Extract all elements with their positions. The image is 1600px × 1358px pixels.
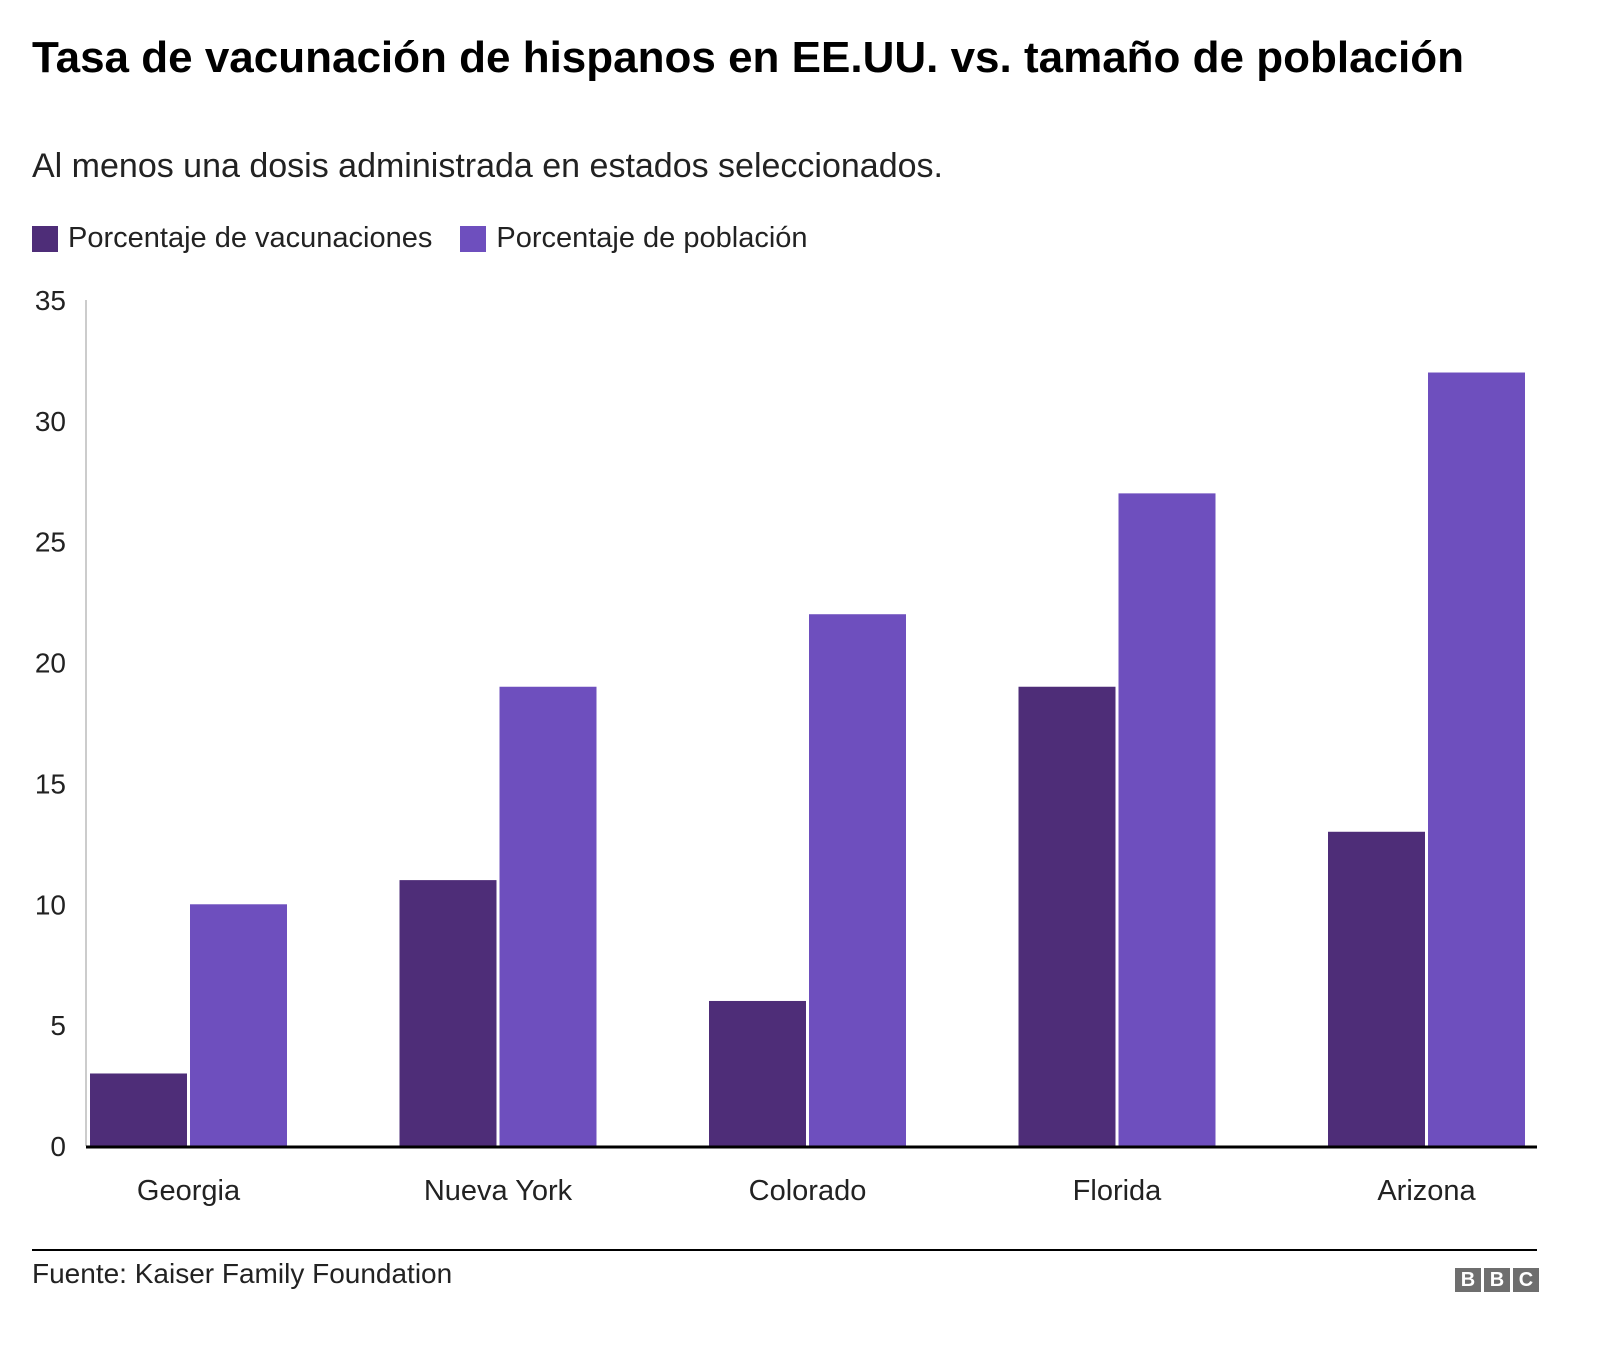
x-category-label: Arizona xyxy=(1377,1175,1476,1207)
bar-poblacion-florida xyxy=(1118,493,1216,1146)
legend-swatch-vacunaciones xyxy=(32,225,58,252)
bar-poblacion-arizona xyxy=(1428,372,1525,1146)
source-note: Fuente: Kaiser Family Foundation xyxy=(32,1258,453,1289)
bbc-logo: B B C xyxy=(1452,1268,1539,1292)
bar-vacunaciones-florida xyxy=(1018,686,1116,1146)
y-tick-label: 10 xyxy=(35,889,66,920)
bar-poblacion-nueva-york xyxy=(499,686,597,1146)
legend-swatch-poblacion xyxy=(460,225,487,252)
x-axis: Georgia Nueva York Colorado Florida Arizona xyxy=(86,1145,1537,1207)
x-category-label: Georgia xyxy=(137,1175,241,1207)
bar-vacunaciones-colorado xyxy=(709,1000,806,1146)
y-tick-label: 30 xyxy=(35,406,66,437)
y-axis: 0 5 10 15 20 25 30 35 xyxy=(35,285,87,1162)
x-category-label: Nueva York xyxy=(424,1175,573,1207)
x-category-label: Colorado xyxy=(749,1175,867,1207)
chart-title: Tasa de vacunación de hispanos en EE.UU.… xyxy=(32,33,1464,82)
x-category-label: Florida xyxy=(1073,1175,1163,1207)
bar-poblacion-colorado xyxy=(809,614,906,1146)
bar-vacunaciones-nueva-york xyxy=(399,880,497,1146)
chart-subtitle: Al menos una dosis administrada en estad… xyxy=(32,147,943,185)
legend-label-poblacion: Porcentaje de población xyxy=(496,222,808,254)
y-tick-label: 0 xyxy=(50,1131,66,1162)
y-tick-label: 35 xyxy=(35,285,66,316)
bbc-logo-letter: B xyxy=(1455,1268,1481,1292)
bar-vacunaciones-georgia xyxy=(90,1073,187,1146)
y-tick-label: 20 xyxy=(35,648,66,679)
bar-chart: 0 5 10 15 20 25 30 35 Georgia Nueva York Colorado… xyxy=(35,285,1537,1207)
legend-item-poblacion: Porcentaje de población xyxy=(460,222,808,255)
y-tick-label: 5 xyxy=(50,1010,66,1041)
bars xyxy=(90,372,1525,1146)
legend-item-vacunaciones: Porcentaje de vacunaciones xyxy=(32,222,432,255)
chart-legend: Porcentaje de vacunaciones Porcentaje de… xyxy=(32,222,836,255)
bbc-logo-letter: B xyxy=(1484,1268,1510,1292)
bbc-logo-letter: C xyxy=(1513,1268,1539,1292)
footer-divider xyxy=(32,1249,1537,1251)
bar-vacunaciones-arizona xyxy=(1328,831,1425,1146)
y-tick-label: 15 xyxy=(35,768,66,799)
y-tick-label: 25 xyxy=(35,527,66,558)
bar-poblacion-georgia xyxy=(190,904,287,1146)
legend-label-vacunaciones: Porcentaje de vacunaciones xyxy=(68,222,433,254)
